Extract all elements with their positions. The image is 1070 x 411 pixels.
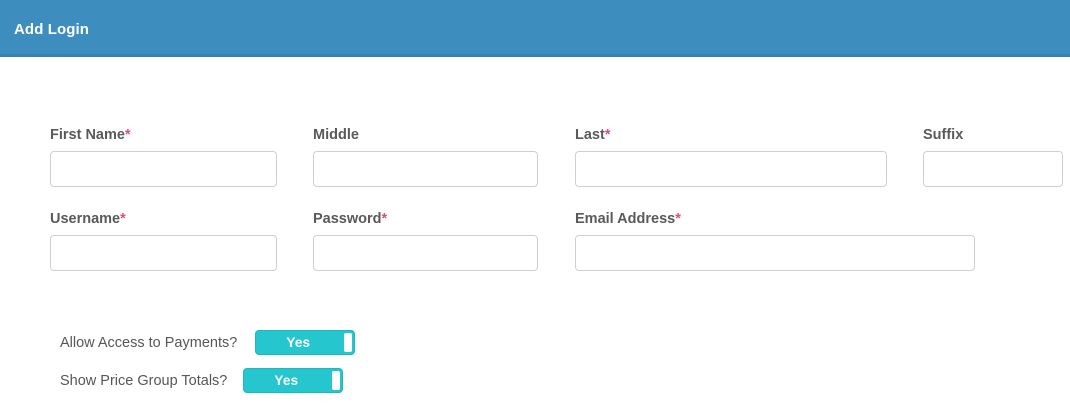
field-password: Password* xyxy=(313,211,538,271)
field-email-address: Email Address* xyxy=(575,211,975,271)
label-suffix: Suffix xyxy=(923,127,1063,144)
toggle-state-label: Yes xyxy=(274,373,299,388)
label-last-name-text: Last xyxy=(575,127,605,143)
panel-header: Add Login xyxy=(0,0,1070,57)
first-name-input[interactable] xyxy=(50,151,277,187)
label-email-address-text: Email Address xyxy=(575,211,676,227)
label-username: Username* xyxy=(50,211,277,228)
middle-name-input[interactable] xyxy=(313,151,538,187)
required-asterisk: * xyxy=(604,127,611,143)
toggle-row-show-price-group-totals: Show Price Group Totals? Yes xyxy=(60,368,344,393)
label-middle-name: Middle xyxy=(313,127,538,144)
label-first-name: First Name* xyxy=(50,127,277,144)
label-last-name: Last* xyxy=(575,127,887,144)
label-show-price-group-totals: Show Price Group Totals? xyxy=(60,372,228,389)
label-password-text: Password xyxy=(313,211,382,227)
required-asterisk: * xyxy=(120,211,126,227)
toggle-allow-access-to-payments[interactable]: Yes xyxy=(255,330,356,355)
toggle-row-allow-access-to-payments: Allow Access to Payments? Yes xyxy=(60,330,356,355)
toggle-show-price-group-totals[interactable]: Yes xyxy=(243,368,344,393)
field-suffix: Suffix xyxy=(923,127,1063,187)
field-last-name: Last* xyxy=(575,127,887,187)
label-suffix-text: Suffix xyxy=(923,127,964,143)
add-login-form: First Name* Middle Last* Suffix Username… xyxy=(0,60,1070,411)
label-username-text: Username xyxy=(50,211,121,227)
required-asterisk: * xyxy=(675,211,681,227)
page-title: Add Login xyxy=(14,21,90,38)
label-password: Password* xyxy=(313,211,538,228)
field-username: Username* xyxy=(50,211,277,271)
field-first-name: First Name* xyxy=(50,127,277,187)
password-input[interactable] xyxy=(313,235,538,271)
username-input[interactable] xyxy=(50,235,277,271)
required-asterisk: * xyxy=(124,127,131,143)
toggle-state-label: Yes xyxy=(286,335,311,350)
field-middle-name: Middle xyxy=(313,127,538,187)
label-email-address: Email Address* xyxy=(575,211,975,228)
label-first-name-text: First Name xyxy=(50,127,125,143)
toggle-knob[interactable] xyxy=(332,371,341,390)
required-asterisk: * xyxy=(381,211,388,227)
label-allow-access-to-payments: Allow Access to Payments? xyxy=(60,334,238,351)
label-middle-name-text: Middle xyxy=(313,127,359,143)
suffix-input[interactable] xyxy=(923,151,1063,187)
toggle-knob[interactable] xyxy=(344,333,353,352)
email-address-input[interactable] xyxy=(575,235,975,271)
last-name-input[interactable] xyxy=(575,151,887,187)
